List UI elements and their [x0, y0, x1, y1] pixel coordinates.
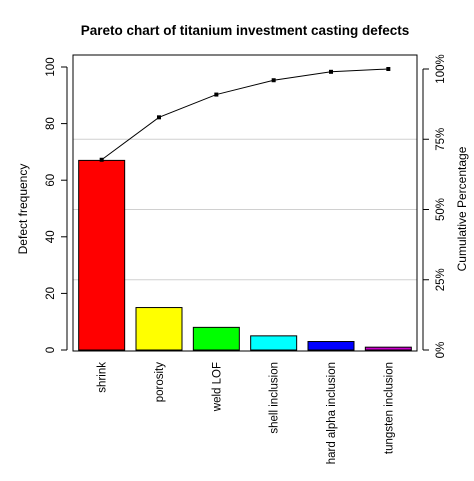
gridlines — [73, 138, 417, 281]
cumulative-point — [271, 78, 276, 83]
bar-shell-inclusion — [250, 335, 298, 351]
cumulative-point — [157, 115, 161, 120]
x-tick-label: tungsten inclusion — [383, 362, 395, 454]
bar-weld-LOF — [192, 326, 240, 351]
y-tick-label: 100 — [45, 57, 57, 76]
bar-shrink — [78, 159, 126, 351]
cumulative-point — [214, 92, 219, 97]
y-tick-label: 20 — [45, 287, 57, 300]
y2-tick-label: 25% — [435, 268, 447, 291]
x-tick-label: porosity — [154, 362, 166, 403]
cumulative-point — [329, 69, 333, 74]
cumulative-point — [386, 67, 391, 71]
x-tick-label: hard alpha inclusion — [326, 362, 338, 464]
bars — [78, 159, 412, 351]
y2-tick-label: 75% — [435, 128, 447, 151]
x-tick-label: weld LOF — [211, 362, 223, 412]
bar-hard-alpha-inclusion — [307, 341, 355, 351]
chart-title: Pareto chart of titanium investment cast… — [81, 23, 410, 38]
x-tick-label: shell inclusion — [269, 362, 281, 434]
y2-tick-label: 100% — [435, 54, 447, 83]
y2-tick-label: 0% — [435, 342, 447, 359]
plot-frame — [72, 54, 418, 352]
y2-axis-title: Cumulative Percentage — [455, 146, 469, 271]
cumulative-line-path — [101, 68, 389, 161]
y-tick-label: 80 — [45, 117, 57, 130]
cumulative-line — [99, 67, 391, 162]
bar-porosity — [135, 307, 183, 351]
y-axis-right: 0% 25% 50% 75% 100% — [422, 54, 447, 359]
y-tick-label: 0 — [45, 347, 57, 353]
bar-tungsten-inclusion — [364, 346, 412, 351]
y-tick-label: 40 — [45, 230, 57, 243]
y-tick-label: 60 — [45, 174, 57, 187]
y2-tick-label: 50% — [435, 198, 447, 221]
x-axis-labels: shrink porosity weld LOF shell inclusion har… — [97, 362, 396, 465]
y-axis-title: Defect frequency — [16, 164, 30, 255]
x-tick-label: shrink — [97, 362, 109, 393]
y-axis-left: 0 20 40 60 80 100 — [45, 57, 68, 353]
cumulative-point — [99, 157, 104, 162]
